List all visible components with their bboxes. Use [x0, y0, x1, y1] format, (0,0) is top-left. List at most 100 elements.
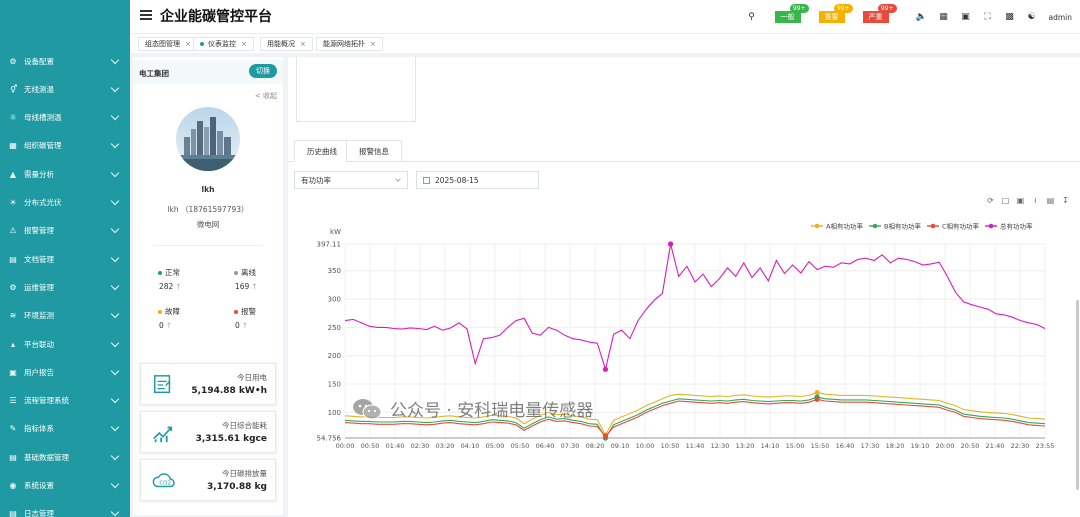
device-icon: ⚙ [9, 56, 17, 66]
stat-item-3[interactable]: 报警 0 ↑ [234, 306, 294, 330]
y-axis-label: kW [330, 228, 341, 236]
sidebar-item-0[interactable]: ⚙ 设备配置 [0, 51, 130, 71]
org-icon: ▦ [9, 141, 17, 151]
min-point-marker [602, 433, 609, 439]
date-input[interactable]: 2025-08-15 [416, 171, 539, 189]
sidebar-item-3[interactable]: ▦ 组织碳管理 [0, 136, 130, 156]
y-tick-label: 150 [328, 381, 341, 389]
card-value: 5,194.88 kW•h [191, 386, 267, 396]
chevron-down-icon [395, 176, 401, 182]
y-tick-label: 200 [328, 352, 341, 360]
close-icon[interactable]: × [370, 40, 376, 48]
x-tick-label: 00:50 [361, 442, 380, 450]
line-switch-icon[interactable]: ≀ [1034, 196, 1037, 205]
y-tick-label: 250 [328, 324, 341, 332]
x-tick-label: 20:50 [961, 442, 980, 450]
alarm-button-2[interactable]: 严重 99+ [862, 4, 897, 23]
sidebar-item-label: 分布式光伏 [24, 198, 62, 207]
x-tick-label: 09:10 [611, 442, 630, 450]
sidebar-item-9[interactable]: ≋ 环境监测 [0, 306, 130, 326]
mute-icon[interactable]: 🔈 [915, 12, 928, 22]
collapse-link[interactable]: < 收起 [254, 92, 277, 100]
alarm-button-0[interactable]: 一般 99+ [774, 4, 809, 23]
alarm-label: 一般 [780, 13, 795, 21]
grid-icon[interactable]: ▦ [939, 12, 948, 22]
chevron-down-icon [110, 196, 120, 206]
alarm-count-badge: 99+ [877, 4, 897, 13]
tab-2[interactable]: 用能概况 × [260, 37, 313, 51]
switch-button[interactable]: 切换 [249, 64, 277, 78]
restore-icon[interactable]: ⟳ [987, 196, 994, 205]
sidebar-item-5[interactable]: ☀ 分布式光伏 [0, 193, 130, 213]
tab-0[interactable]: 组态图管理 × [138, 37, 198, 51]
chevron-down-icon [110, 451, 120, 460]
summary-card-2: CO2 今日碳排放量 3,170.88 kg [140, 459, 276, 501]
sidebar-item-2[interactable]: ☼ 母线槽测温 [0, 108, 130, 128]
alarm-button-1[interactable]: 重要 99+ [818, 4, 853, 23]
legend-item-3[interactable]: 总有功功率 [985, 222, 1033, 231]
close-icon[interactable]: × [241, 40, 247, 48]
user-name[interactable]: admin [1048, 12, 1073, 22]
search-icon[interactable]: ⚲ [748, 12, 755, 22]
translate-icon[interactable]: ▩ [1005, 12, 1014, 22]
chart-tabs: 历史曲线 报警信息 [288, 140, 1080, 162]
sidebar-item-14[interactable]: ▤ 基础数据管理 [0, 447, 130, 467]
tab-alarm-info[interactable]: 报警信息 [346, 140, 402, 162]
tab-1[interactable]: 仪表监控 × [193, 37, 254, 51]
shirt-icon[interactable]: ☯ [1027, 12, 1036, 22]
stat-item-2[interactable]: 故障 0 ↑ [158, 306, 218, 330]
sidebar-item-11[interactable]: ▣ 用户报告 [0, 362, 130, 382]
scrollbar[interactable] [1076, 300, 1079, 490]
x-tick-label: 17:30 [861, 442, 880, 450]
chevron-down-icon [110, 366, 120, 376]
left-panel: 电工集团 切换 < 收起 lkh lkh （18761597793） 微电网 正… [133, 57, 283, 515]
close-icon[interactable]: × [185, 40, 191, 48]
tab-label: 能源网络拓扑 [323, 40, 365, 48]
close-icon[interactable]: × [300, 40, 306, 48]
header: 企业能碳管控平台 ⚲ 一般 99+ 重要 99+ 严重 99+ 🔈 ▦ ▣ ⛶ ▩ ☯ a… [130, 0, 1080, 33]
x-tick-label: 03:20 [436, 442, 455, 450]
sidebar-item-1[interactable]: ⚥ 无线测温 [0, 79, 130, 99]
y-tick-label: 54.756 [317, 435, 342, 443]
sidebar-item-8[interactable]: ⚙ 运维管理 [0, 277, 130, 297]
sidebar-item-15[interactable]: ◉ 系统设置 [0, 476, 130, 496]
tab-3[interactable]: 能源网络拓扑 × [316, 37, 383, 51]
card-label: 今日用电 [237, 373, 267, 382]
sidebar-item-7[interactable]: ▤ 文档管理 [0, 249, 130, 269]
stat-value-row: 282 ↑ [159, 282, 218, 291]
image-icon[interactable]: ▣ [961, 12, 970, 22]
sidebar-item-label: 文档管理 [24, 254, 54, 264]
sidebar-item-10[interactable]: ▴ 平台联动 [0, 334, 130, 354]
sidebar-item-6[interactable]: ⚠ 报警管理 [0, 221, 130, 241]
tab-history[interactable]: 历史曲线 [294, 140, 350, 162]
sidebar-item-4[interactable]: ▲ 需量分析 [0, 164, 130, 184]
metric-select[interactable]: 有功功率 [294, 171, 408, 189]
co2-cloud-icon: CO2 [152, 473, 175, 488]
legend-item-0[interactable]: A相有功功率 [811, 222, 863, 231]
fullscreen-icon[interactable]: ⛶ [984, 12, 991, 22]
x-tick-label: 07:30 [561, 442, 580, 450]
sidebar-item-12[interactable]: ☰ 流程管理系统 [0, 391, 130, 411]
legend-item-2[interactable]: C相有功功率 [927, 222, 980, 231]
chevron-down-icon [110, 225, 120, 234]
status-dot-icon [234, 270, 238, 275]
maintenance-icon: ⚙ [9, 282, 17, 292]
sidebar-item-13[interactable]: ✎ 指标体系 [0, 419, 130, 439]
watermark: 公众号 · 安科瑞电量传感器 [352, 396, 593, 421]
stat-value: 0 [159, 321, 164, 330]
y-tick-label: 350 [328, 267, 341, 275]
stat-item-0[interactable]: 正常 282 ↑ [158, 267, 218, 291]
stat-item-1[interactable]: 离线 169 ↑ [234, 267, 294, 291]
download-icon[interactable]: ↧ [1062, 196, 1069, 205]
zoom-icon[interactable]: □ [1001, 196, 1010, 205]
series-line-2 [344, 398, 1046, 438]
bar-switch-icon[interactable]: ▤ [1046, 196, 1055, 205]
chevron-down-icon [110, 168, 120, 177]
org-header: 电工集团 切换 [133, 60, 283, 84]
zoom-reset-icon[interactable]: ▣ [1016, 196, 1025, 205]
menu-toggle-icon[interactable] [140, 10, 152, 20]
legend-item-1[interactable]: B相有功功率 [869, 222, 921, 231]
x-tick-label: 22:30 [1011, 442, 1030, 450]
alarm-label: 重要 [824, 13, 839, 21]
sidebar-item-16[interactable]: ▤ 日志管理 [0, 504, 130, 517]
